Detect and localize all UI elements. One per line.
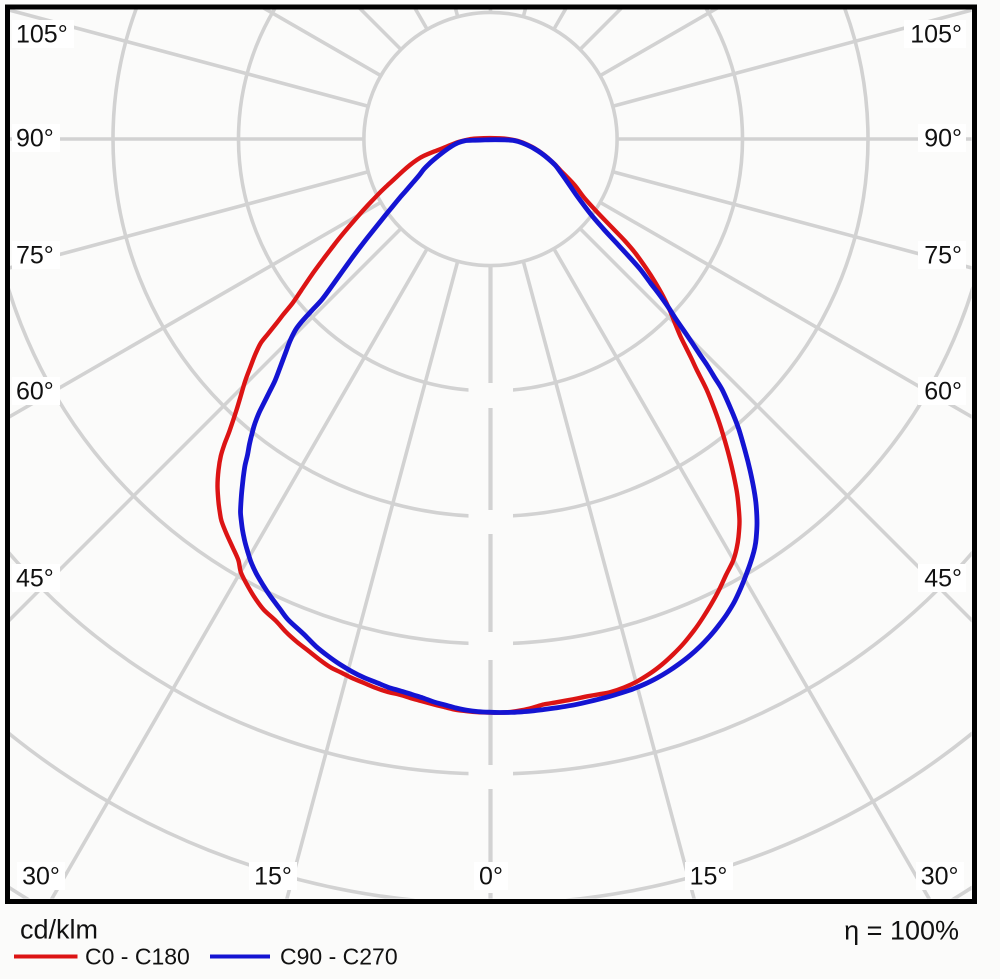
svg-text:60°: 60° [924, 378, 962, 406]
svg-text:90°: 90° [16, 125, 54, 153]
svg-text:η = 100%: η = 100% [844, 916, 959, 946]
svg-text:30°: 30° [921, 863, 959, 891]
svg-text:0°: 0° [479, 863, 503, 891]
svg-text:45°: 45° [924, 565, 962, 593]
svg-text:15°: 15° [254, 863, 292, 891]
svg-text:45°: 45° [16, 565, 54, 593]
svg-text:C90 - C270: C90 - C270 [280, 944, 398, 970]
svg-text:90°: 90° [924, 125, 962, 153]
svg-text:15°: 15° [690, 863, 728, 891]
svg-text:105°: 105° [16, 21, 68, 49]
svg-text:30°: 30° [22, 863, 60, 891]
svg-text:60°: 60° [16, 378, 54, 406]
svg-text:C0 - C180: C0 - C180 [85, 944, 190, 970]
svg-text:75°: 75° [16, 242, 54, 270]
svg-text:105°: 105° [910, 21, 962, 49]
svg-text:cd/klm: cd/klm [20, 915, 98, 945]
svg-text:75°: 75° [924, 242, 962, 270]
